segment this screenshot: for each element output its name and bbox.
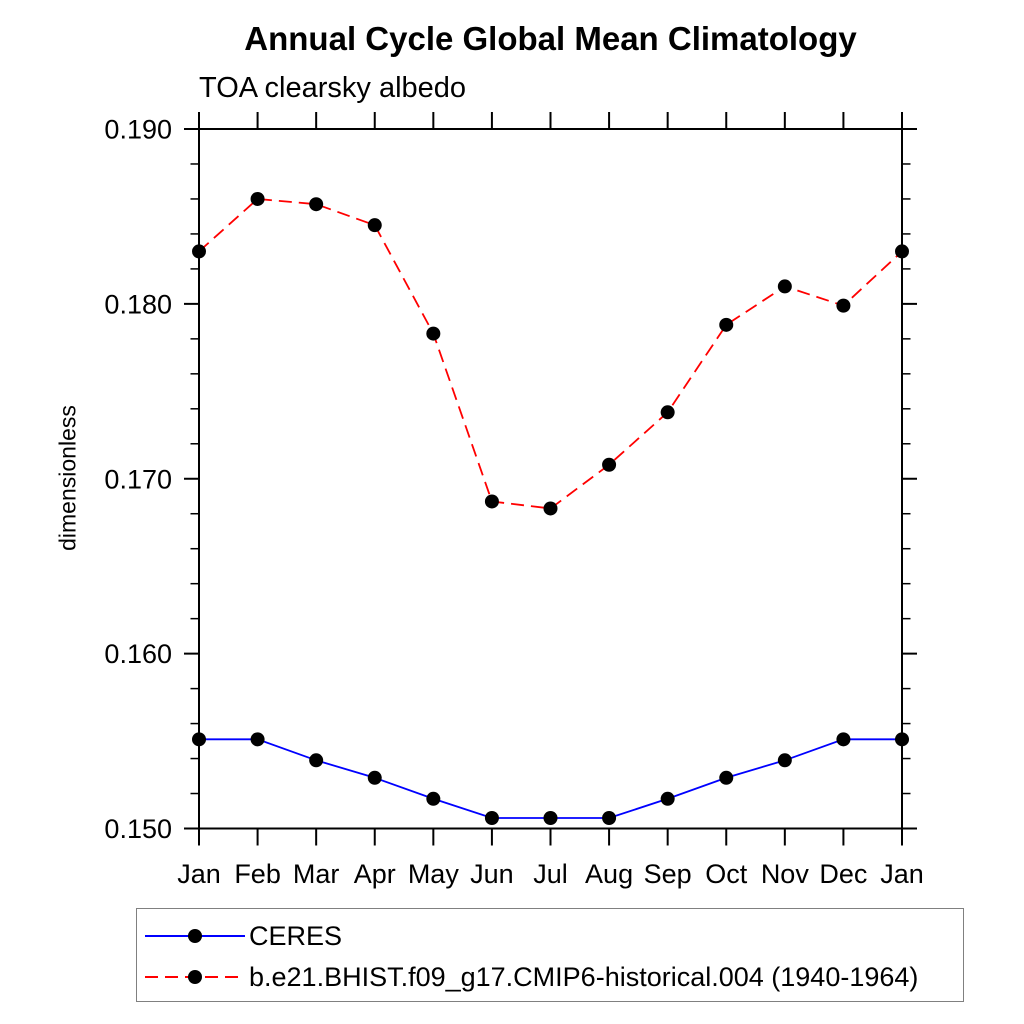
legend: CERES b.e21.BHIST.f09_g17.CMIP6-historic… [136, 908, 964, 1002]
y-tick-label: 0.180 [104, 289, 172, 319]
y-tick-label: 0.190 [104, 115, 172, 145]
data-point [426, 326, 441, 341]
x-tick-label: Nov [761, 859, 810, 889]
x-tick-label: Aug [585, 859, 633, 889]
data-point [719, 770, 734, 785]
x-tick-label: Mar [293, 859, 340, 889]
data-point [367, 770, 382, 785]
x-tick-label: Jul [533, 859, 568, 889]
data-point [484, 811, 499, 826]
data-point [192, 244, 206, 259]
data-point [895, 732, 909, 747]
data-point [250, 732, 265, 747]
data-point [836, 732, 851, 747]
data-point [660, 791, 675, 806]
legend-label-ceres: CERES [249, 920, 343, 951]
x-tick-label: Jan [177, 859, 221, 889]
x-tick-label: Apr [354, 859, 396, 889]
data-point [777, 279, 792, 294]
data-point [602, 811, 617, 826]
data-point [250, 191, 265, 206]
data-point [719, 317, 734, 332]
y-tick-label: 0.170 [104, 464, 172, 494]
data-point [484, 494, 499, 509]
data-point [426, 791, 441, 806]
x-tick-label: Jan [880, 859, 924, 889]
chart-title: Annual Cycle Global Mean Climatology [244, 20, 857, 57]
legend-line-dashed-icon [145, 970, 245, 984]
legend-item-ceres: CERES [143, 920, 343, 951]
data-point [836, 298, 851, 313]
series-line-1 [198, 198, 903, 510]
data-point [777, 753, 792, 768]
data-point [895, 244, 909, 259]
chart-subtitle: TOA clearsky albedo [199, 72, 467, 104]
x-tick-label: Oct [705, 859, 748, 889]
legend-item-model: b.e21.BHIST.f09_g17.CMIP6-historical.004… [143, 961, 919, 992]
y-tick-label: 0.160 [104, 639, 172, 669]
plot-frame [198, 128, 903, 830]
data-point [602, 457, 617, 472]
data-point [309, 753, 324, 768]
legend-line-solid-icon [145, 929, 245, 943]
data-point [543, 501, 558, 516]
data-point [660, 405, 675, 420]
data-point [543, 811, 558, 826]
legend-label-model: b.e21.BHIST.f09_g17.CMIP6-historical.004… [249, 961, 919, 992]
data-point [192, 732, 206, 747]
data-point [309, 197, 324, 212]
data-point [367, 218, 382, 233]
y-tick-label: 0.150 [104, 814, 172, 844]
series-line-0 [199, 738, 902, 819]
x-tick-label: May [408, 859, 460, 889]
x-tick-label: Sep [644, 859, 692, 889]
x-tick-label: Jun [470, 859, 514, 889]
x-tick-label: Dec [819, 859, 867, 889]
x-tick-label: Feb [234, 859, 281, 889]
